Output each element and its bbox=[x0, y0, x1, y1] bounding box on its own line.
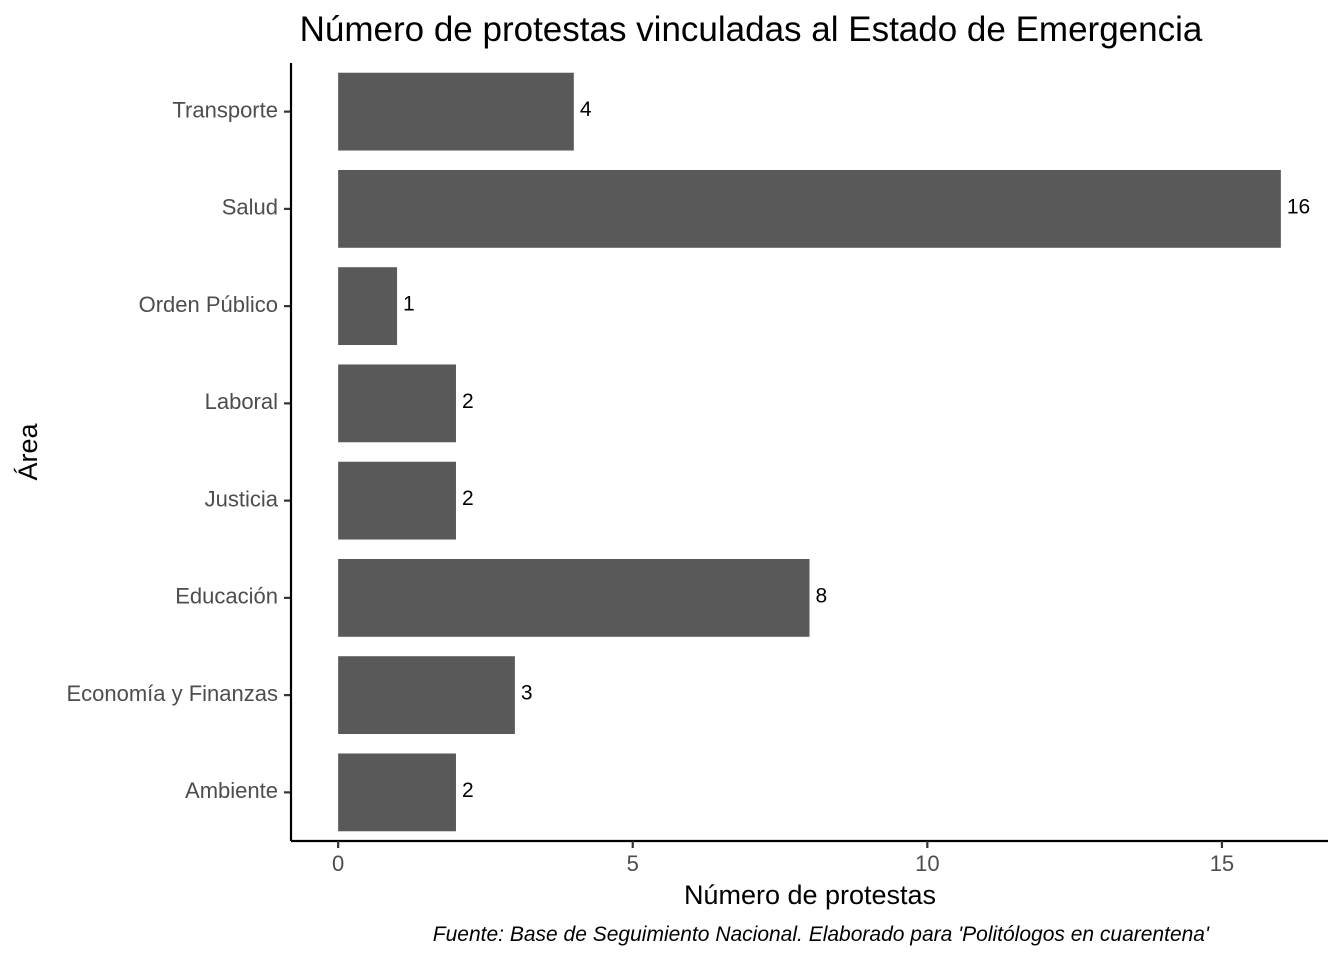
y-tick-label: Salud bbox=[222, 195, 278, 220]
y-tick-label: Ambiente bbox=[185, 778, 278, 803]
data-label: 2 bbox=[462, 390, 474, 413]
data-label: 8 bbox=[816, 584, 828, 607]
bar bbox=[338, 461, 456, 540]
bar bbox=[338, 364, 456, 443]
data-labels: 4 16 1 2 2 8 3 2 bbox=[403, 98, 1310, 802]
chart-title: Número de protestas vinculadas al Estado… bbox=[300, 10, 1203, 49]
y-tick-label: Orden Público bbox=[139, 292, 278, 317]
y-axis-title: Área bbox=[13, 423, 43, 481]
y-tick-label: Economía y Finanzas bbox=[66, 681, 278, 706]
x-tick-label: 10 bbox=[915, 851, 939, 876]
bar bbox=[338, 558, 810, 637]
y-tick-label: Educación bbox=[175, 584, 278, 609]
data-label: 3 bbox=[521, 682, 533, 705]
data-label: 4 bbox=[580, 98, 592, 121]
data-label: 1 bbox=[403, 293, 415, 316]
x-axis: 0 5 10 15 bbox=[291, 839, 1328, 876]
x-tick-label: 15 bbox=[1210, 851, 1234, 876]
y-tick-label: Transporte bbox=[172, 97, 278, 122]
bar bbox=[338, 656, 515, 735]
chart-caption: Fuente: Base de Seguimiento Nacional. El… bbox=[433, 923, 1210, 946]
data-label: 16 bbox=[1287, 195, 1310, 218]
data-label: 2 bbox=[462, 779, 474, 802]
data-label: 2 bbox=[462, 487, 474, 510]
bars bbox=[338, 72, 1281, 832]
y-tick-label: Justicia bbox=[205, 486, 279, 511]
y-tick-label: Laboral bbox=[205, 389, 278, 414]
bar bbox=[338, 169, 1281, 248]
x-tick-label: 0 bbox=[332, 851, 344, 876]
x-tick-label: 5 bbox=[627, 851, 639, 876]
x-axis-title: Número de protestas bbox=[684, 880, 936, 910]
y-axis: Transporte Salud Orden Público Laboral Justi… bbox=[66, 63, 293, 841]
bar bbox=[338, 72, 574, 151]
bar bbox=[338, 753, 456, 832]
bar bbox=[338, 267, 398, 346]
